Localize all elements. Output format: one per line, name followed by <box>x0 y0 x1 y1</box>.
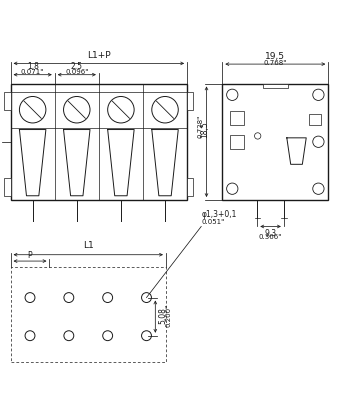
Circle shape <box>152 96 178 123</box>
Bar <box>222 84 328 200</box>
Text: 0.728": 0.728" <box>197 115 203 138</box>
Bar <box>187 178 193 196</box>
Text: 0.200": 0.200" <box>166 304 171 327</box>
Bar <box>309 114 321 126</box>
Circle shape <box>108 96 134 123</box>
Bar <box>230 135 244 149</box>
Text: 19,5: 19,5 <box>265 52 285 60</box>
Bar <box>230 111 244 126</box>
Circle shape <box>64 96 90 123</box>
Text: 0.051": 0.051" <box>201 220 225 226</box>
Text: 2,5: 2,5 <box>71 62 83 71</box>
Text: 9,3: 9,3 <box>264 229 277 238</box>
Text: 5,08: 5,08 <box>158 307 168 324</box>
Text: L1+P: L1+P <box>87 50 110 60</box>
Text: 18,5: 18,5 <box>200 122 209 138</box>
Text: φ1,3+0,1: φ1,3+0,1 <box>201 210 237 220</box>
Text: 1,8: 1,8 <box>27 62 38 71</box>
Text: 0.768": 0.768" <box>264 60 287 66</box>
Bar <box>263 84 288 88</box>
Text: P: P <box>28 251 32 260</box>
Bar <box>4 92 11 110</box>
Bar <box>11 267 166 362</box>
Text: 0.071": 0.071" <box>21 69 44 75</box>
Bar <box>4 178 11 196</box>
Circle shape <box>19 96 46 123</box>
Bar <box>11 84 187 200</box>
Bar <box>187 92 193 110</box>
Text: 0.366": 0.366" <box>259 234 282 240</box>
Text: 0.096": 0.096" <box>65 69 89 75</box>
Text: L1: L1 <box>83 242 94 250</box>
